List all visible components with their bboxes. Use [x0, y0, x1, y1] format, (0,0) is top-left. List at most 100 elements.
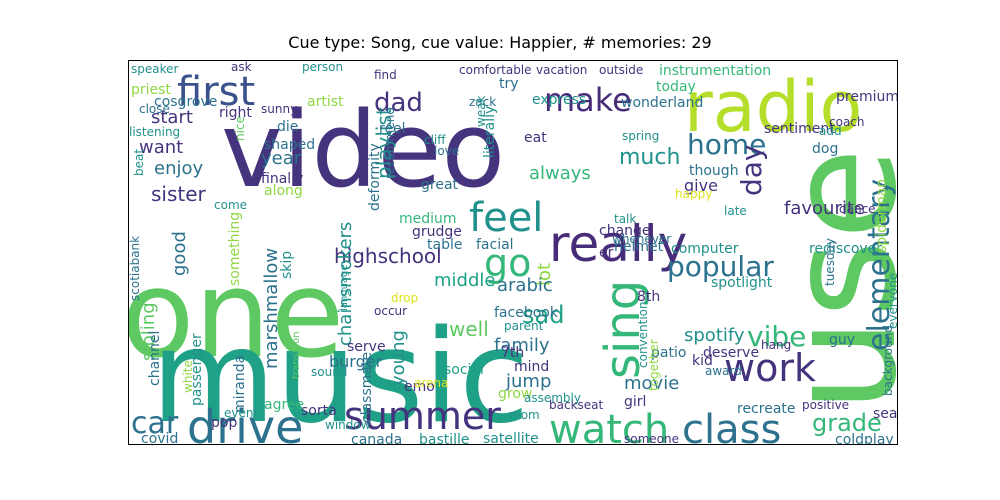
word-something: something: [227, 212, 243, 286]
word-home: home: [687, 128, 766, 161]
word-comfortable: comfortable: [459, 63, 532, 77]
word-young: young: [388, 330, 409, 386]
word-zack: zack: [469, 95, 496, 109]
word-arena: arena: [414, 376, 448, 390]
word-occur: occur: [374, 304, 407, 318]
word-make: make: [544, 81, 632, 119]
word-deformity: deformity: [367, 143, 383, 211]
word-lot: lot: [534, 263, 555, 286]
word-cloud-frame: video one music use radio first make really driv…: [128, 60, 898, 445]
word-instrumentation: instrumentation: [659, 63, 771, 79]
word-listening: listening: [129, 125, 180, 139]
word-late: late: [724, 204, 747, 218]
word-premium: premium: [836, 89, 898, 105]
word-emo: emo: [404, 379, 435, 395]
word-good: good: [169, 231, 190, 276]
word-one: one: [129, 246, 344, 385]
word-speaker: speaker: [131, 62, 179, 76]
word-chainsmokers: chainsmokers: [335, 222, 356, 346]
word-person: person: [302, 61, 343, 74]
word-highschool: highschool: [334, 244, 442, 268]
word-hang: hang: [761, 338, 791, 352]
word-backseat: backseat: [549, 398, 604, 412]
word-today: today: [656, 79, 696, 95]
word-die: die: [277, 119, 298, 135]
word-along: along: [264, 183, 303, 199]
word-deserve: deserve: [703, 345, 759, 361]
word-mom: mom: [509, 408, 540, 422]
word-vacation: vacation: [536, 63, 587, 77]
word-come: come: [214, 198, 247, 212]
word-8th: 8th: [637, 289, 660, 305]
word-express: express: [532, 92, 586, 108]
word-watch: watch: [549, 407, 669, 445]
word-reel: reel: [379, 121, 406, 137]
word-talk: talk: [614, 212, 636, 226]
word-award: award: [705, 364, 742, 378]
word-middle: middle: [434, 270, 495, 291]
word-use: use: [756, 147, 898, 413]
word-skip: skip: [279, 251, 295, 279]
word-parent: parent: [504, 319, 544, 333]
word-artist: artist: [307, 94, 344, 110]
word-close: close: [139, 102, 170, 116]
word-recommend: recommend: [383, 107, 397, 179]
word-passenger: passenger: [189, 333, 205, 406]
word-spotlight: spotlight: [711, 275, 773, 291]
word-canada: canada: [351, 432, 402, 445]
word-much: much: [619, 145, 680, 170]
word-computer: computer: [671, 241, 739, 257]
word-social: social: [444, 362, 484, 378]
word-jump: jump: [505, 371, 551, 392]
word-grade: grade: [812, 409, 882, 437]
word-whenever: whenever: [612, 232, 671, 246]
word-try: try: [499, 76, 519, 92]
word-together: together: [647, 339, 661, 391]
word-start: start: [151, 107, 193, 128]
word-dog: dog: [812, 141, 838, 157]
word-serve: serve: [347, 339, 386, 355]
word-always: always: [529, 163, 591, 184]
word-patio: patio: [651, 345, 686, 361]
word-sad: sad: [522, 301, 564, 329]
word-girl: girl: [624, 394, 646, 410]
word-music: music: [151, 303, 529, 445]
word-really: really: [549, 215, 687, 273]
word-dad: dad: [374, 88, 423, 118]
word-wonderland: wonderland: [621, 95, 703, 111]
word-scotiabank: scotiabank: [129, 236, 142, 301]
word-7th: 7th: [501, 345, 524, 361]
word-finally: finally: [261, 171, 303, 187]
word-work: work: [724, 346, 816, 390]
word-eat: eat: [524, 130, 547, 146]
word-though: though: [689, 163, 739, 179]
word-cosgrove: cosgrove: [154, 94, 217, 110]
word-outside: outside: [599, 63, 643, 77]
word-nice: nice: [233, 116, 247, 141]
word-great: great: [421, 177, 459, 193]
word-elementary: elementary: [862, 179, 897, 351]
word-ask: ask: [231, 61, 252, 74]
word-happy: happy: [675, 187, 712, 201]
word-sound: sound: [311, 365, 347, 379]
word-spiderman: spiderman: [874, 179, 890, 253]
word-dance: dance: [839, 202, 876, 216]
word-class: class: [682, 407, 781, 445]
word-priest: priest: [131, 82, 171, 98]
word-video: video: [221, 89, 505, 211]
word-medium: medium: [399, 211, 457, 227]
word-pop: pop: [211, 415, 237, 431]
word-someone: someone: [624, 432, 679, 445]
word-guy: guy: [829, 332, 855, 348]
word-change: change: [599, 223, 651, 239]
word-go: go: [484, 241, 531, 285]
word-miranda: miranda: [232, 355, 248, 413]
word-grow: grow: [498, 386, 532, 402]
word-popular: popular: [667, 250, 774, 283]
word-cliff: cliff: [424, 133, 446, 147]
word-everyone: everyone: [886, 273, 898, 329]
word-first: first: [177, 69, 255, 115]
word-add: add: [819, 124, 842, 138]
word-classmate: classmate: [359, 352, 375, 423]
